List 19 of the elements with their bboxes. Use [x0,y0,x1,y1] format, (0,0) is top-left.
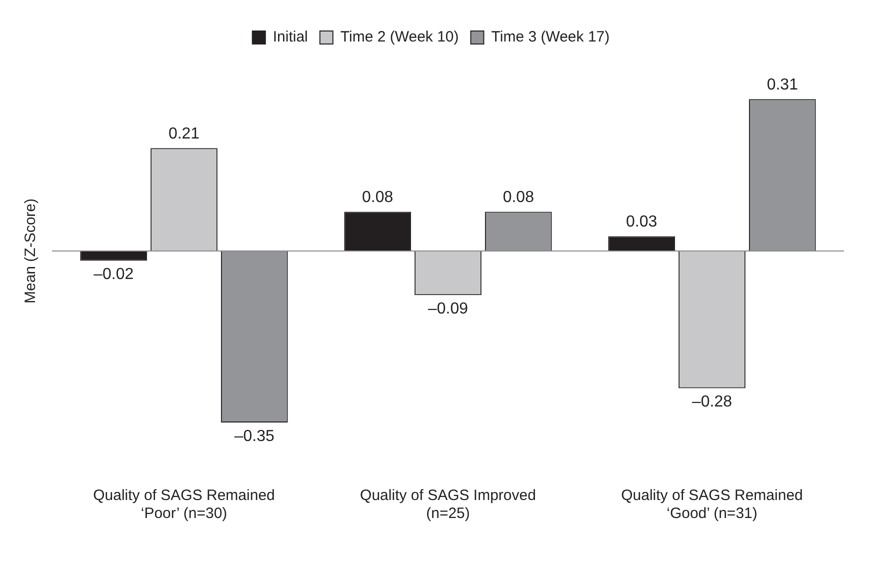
bar [80,251,148,261]
data-label: –0.09 [428,300,468,318]
legend-label: Time 2 (Week 10) [340,28,459,46]
data-label: 0.08 [362,189,394,206]
x-tick-label: Quality of SAGS Remained ‘Good’ (n=31) [621,487,803,522]
data-label: –0.02 [94,266,134,284]
x-tick-label: Quality of SAGS Improved (n=25) [360,487,536,522]
legend-label: Initial [272,28,308,46]
data-label: –0.35 [234,428,275,445]
data-label: –0.28 [692,394,732,411]
y-axis-title: Mean (Z-Score) [22,198,40,304]
data-label: 0.31 [766,76,798,94]
x-tick-label: Quality of SAGS Remained ‘Poor’ (n=30) [93,487,275,522]
data-label: 0.21 [168,126,200,143]
data-label: 0.03 [626,214,658,231]
legend-label: Time 3 (Week 17) [491,28,610,46]
bar [344,212,412,251]
data-label: 0.08 [502,189,534,206]
bar [608,236,676,251]
